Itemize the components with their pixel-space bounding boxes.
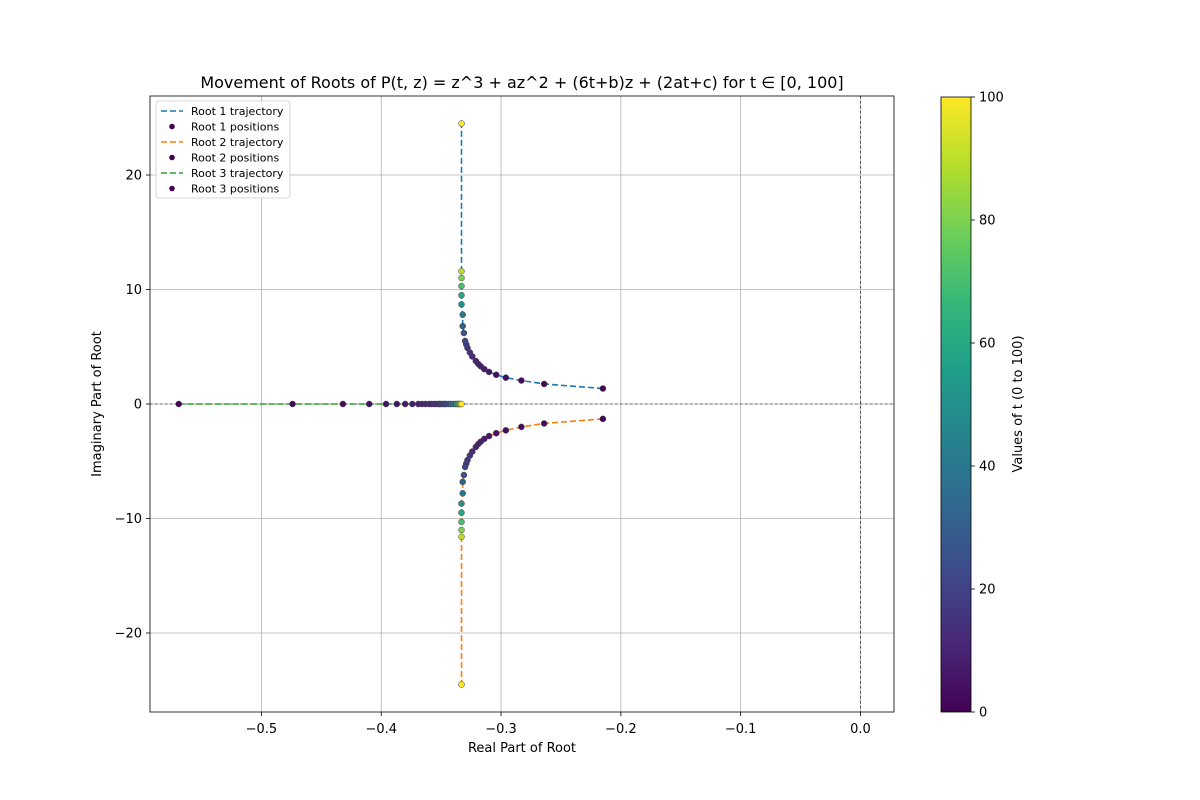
root-1-position-point [460,329,468,337]
x-tick-label: −0.5 [246,722,278,737]
colorbar-label: Values of t (0 to 100) [1011,335,1026,472]
root-2-trajectory [460,418,603,685]
root-positions [175,120,607,688]
legend-swatch-marker [169,123,175,130]
root-3-position-point [289,400,296,408]
root-1-position-point [458,301,465,308]
root-3-position-point [401,400,409,408]
colorbar-tick-label: 80 [979,214,996,229]
colorbar-tick-label: 0 [979,706,987,721]
y-tick-label: 10 [125,283,142,298]
colorbar-frame [940,96,972,713]
root-1-position-point [599,385,607,392]
root-2-position-point [502,427,510,434]
root-1-position-point [518,377,525,384]
colorbar-tick-label: 40 [979,460,996,475]
root-3-position-point [339,400,347,408]
root-3-position-point [175,400,183,408]
root-2-position-point [458,533,465,541]
colorbar-ticks: 0 20 40 60 80 100 [971,91,1004,721]
root-2-position-point [458,526,465,534]
legend-entry-label: Root 1 trajectory [191,105,284,118]
y-tick-label: −20 [115,626,142,641]
root-1-position-point [459,311,466,318]
legend-entry-label: Root 2 trajectory [191,136,284,149]
legend-swatch-marker [169,185,175,192]
legend-box [155,100,291,199]
root-2-position-point [599,415,607,423]
root-1-position-point [458,291,465,299]
legend-entry-label: Root 1 positions [191,121,279,134]
y-axis-label: Imaginary Part of Root [90,331,105,477]
x-tick-label: −0.4 [365,722,397,737]
root-1-position-point [458,282,465,290]
root-1-trajectory [460,123,603,390]
root-1-position-point [540,380,548,388]
root-2-position-point [540,420,548,427]
y-tick-label: 0 [134,398,142,413]
legend-entry-label: Root 3 positions [191,183,279,196]
root-1-position-point [458,274,465,282]
colorbar-tick-label: 20 [979,583,996,598]
root-1-position-point [458,120,465,127]
root-2-position-point [458,681,465,688]
chart-title: Movement of Roots of P(t, z) = z^3 + az^… [200,73,843,92]
legend: Root 1 trajectory Root 1 positions Root 2 … [155,100,291,199]
root-2-position-point [518,423,525,431]
root-2-position-point [458,509,465,517]
root-2-position-point [460,471,468,479]
root-1-position-point [472,357,480,365]
x-tick-label: −0.1 [725,722,757,737]
root-2-position-point [485,432,493,440]
colorbar-tick-label: 100 [979,91,1004,106]
root-1-position-point [485,368,493,376]
x-axis-ticks: −0.5 −0.4 −0.3 −0.2 −0.1 0.0 [246,712,871,737]
root-3-position-point [458,400,465,408]
legend-entry-label: Root 3 trajectory [191,167,284,180]
root-3-position-point [365,400,373,408]
root-3-position-point [393,400,401,408]
y-tick-label: −10 [115,512,142,527]
y-axis-ticks: −20 −10 0 10 20 [115,169,150,641]
x-tick-label: −0.3 [485,722,517,737]
root-3-position-point [382,400,390,408]
colorbar-tick-label: 60 [979,337,996,352]
root-2-position-point [459,478,466,486]
x-tick-label: −0.2 [605,722,637,737]
legend-entry-label: Root 2 positions [191,152,279,165]
root-1-position-point [461,337,469,345]
root-2-position-point [458,518,465,526]
y-tick-label: 20 [125,169,142,184]
root-1-position-point [502,374,510,381]
root-1-position-point [459,322,466,330]
root-3-position-point [409,400,416,408]
root-2-position-point [458,500,465,507]
colorbar-gradient [941,97,971,712]
reference-lines [150,96,894,712]
root-2-position-point [492,429,500,437]
root-2-position-point [461,463,469,471]
x-axis-label: Real Part of Root [468,741,576,756]
root-2-position-point [472,443,480,451]
root-1-position-point [492,371,500,379]
root-2-position-point [459,490,466,497]
x-tick-label: 0.0 [850,722,871,737]
root-1-position-point [458,267,465,275]
colorbar [940,96,972,713]
legend-swatch-marker [169,154,175,161]
